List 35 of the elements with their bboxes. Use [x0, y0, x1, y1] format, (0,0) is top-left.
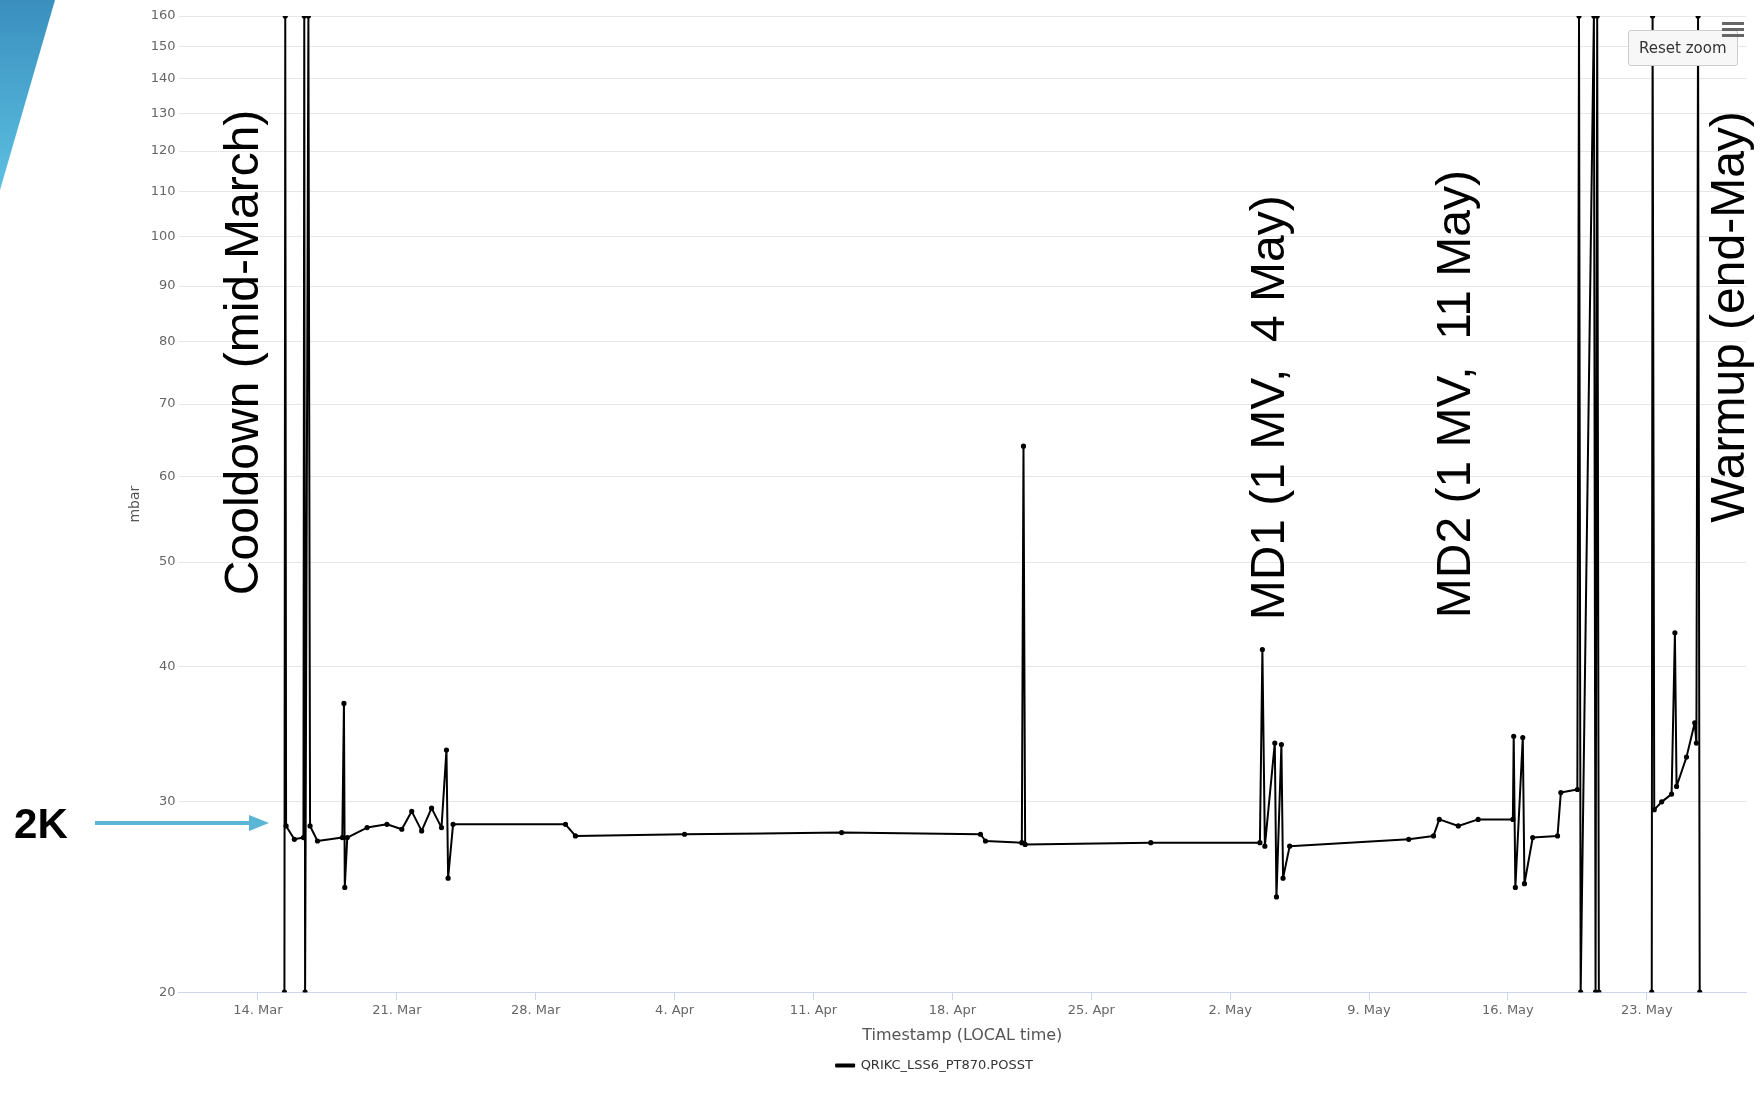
x-tick-label: 21. Mar	[372, 1002, 423, 1018]
y-tick-label: 40	[159, 658, 176, 674]
x-axis-title: Timestamp (LOCAL time)	[861, 1024, 1063, 1044]
y-tick-label: 90	[159, 277, 176, 293]
annotation: MD1 (1 MV, 4 May)	[1240, 195, 1294, 621]
y-tick-label: 140	[150, 70, 176, 86]
annotation: MD2 (1 MV, 11 May)	[1427, 170, 1481, 619]
x-tick-label: 11. Apr	[789, 1002, 838, 1018]
y-axis-title: mbar	[126, 485, 143, 523]
annotation: Warmup (end-May)	[1700, 111, 1754, 523]
y-tick-label: 120	[150, 142, 176, 158]
y-tick-label: 100	[150, 228, 176, 244]
x-tick-label: 25. Apr	[1067, 1002, 1116, 1018]
x-tick-label: 4. Apr	[655, 1002, 695, 1018]
y-tick-label: 30	[159, 793, 176, 809]
x-tick-label: 18. Apr	[928, 1002, 977, 1018]
x-tick-label: 14. Mar	[233, 1002, 284, 1018]
y-tick-label: 50	[159, 553, 176, 569]
annotation: Cooldown (mid-March)	[215, 109, 269, 596]
x-tick-label: 16. May	[1482, 1002, 1535, 1018]
x-tick-label: 2. May	[1208, 1002, 1253, 1018]
y-tick-label: 130	[150, 104, 176, 120]
x-tick-label: 9. May	[1347, 1002, 1392, 1018]
text: 2K	[14, 799, 68, 847]
y-tick-label: 70	[159, 395, 176, 411]
y-tick-label: 150	[150, 37, 176, 53]
y-tick-label: 60	[159, 467, 176, 483]
x-tick-label: 23. May	[1620, 1002, 1673, 1018]
y-tick-label: 110	[150, 183, 176, 199]
y-tick-label: 20	[159, 983, 176, 999]
y-tick-label: 80	[159, 332, 176, 348]
x-tick-label: 28. Mar	[511, 1002, 562, 1018]
legend-label: QRIKC_LSS6_PT870.POSST	[860, 1056, 1033, 1072]
annotation: Reset zoom	[1628, 30, 1738, 66]
y-tick-label: 160	[150, 7, 176, 23]
